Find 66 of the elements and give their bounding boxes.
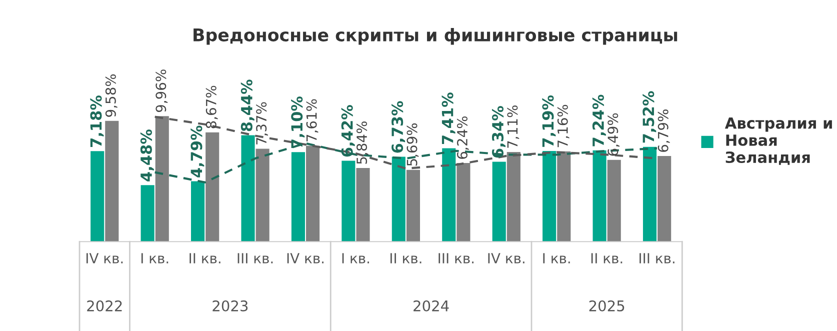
data-label: 7,37% <box>256 102 268 144</box>
bar <box>607 160 621 242</box>
bar <box>90 151 104 242</box>
bar <box>356 168 370 242</box>
bar <box>557 151 571 242</box>
bar <box>406 170 420 242</box>
data-label: 8,44% <box>240 80 254 132</box>
data-label: 7,10% <box>291 96 305 148</box>
data-label: 9,58% <box>105 74 118 117</box>
x-tick-label: III кв. <box>238 253 273 264</box>
x-tick-label: IV кв. <box>287 253 324 264</box>
x-tick-label: III кв. <box>438 253 474 264</box>
data-label: 5,69% <box>406 123 419 166</box>
bar <box>506 152 520 242</box>
data-label: 6,73% <box>392 101 406 153</box>
data-label: 7,19% <box>542 95 556 147</box>
bar <box>241 135 255 242</box>
legend-label: Австралия и Новая Зеландия <box>724 117 832 165</box>
data-label: 6,49% <box>608 113 620 156</box>
bar <box>306 146 320 242</box>
data-label: 7,18% <box>90 95 104 147</box>
x-tick-label: II кв. <box>591 253 622 264</box>
text: 2022 <box>87 300 122 312</box>
text: 2023 <box>212 300 248 312</box>
bar <box>492 162 506 242</box>
text: 2024 <box>414 300 449 312</box>
x-tick-label: IV кв. <box>488 253 524 264</box>
data-label: 6,42% <box>341 105 355 157</box>
x-tick-label: I кв. <box>141 253 168 264</box>
bar <box>206 132 220 242</box>
bar <box>592 150 606 242</box>
data-label: 7,24% <box>592 94 606 146</box>
x-tick-label: II кв. <box>190 253 220 264</box>
data-label: 9,96% <box>156 70 168 112</box>
data-label: 4,79% <box>190 126 204 178</box>
bar <box>542 150 556 242</box>
x-tick-label: III кв. <box>640 253 674 264</box>
bar <box>642 146 657 242</box>
x-tick-label: I кв. <box>342 253 369 264</box>
data-label: 5,84% <box>356 122 368 164</box>
bar <box>392 156 406 242</box>
data-label: 4,48% <box>140 129 154 182</box>
bar <box>191 181 205 242</box>
data-label: 7,41% <box>442 92 456 144</box>
chart-title: Вредоносные скрипты и фишинговые страницы <box>194 28 678 45</box>
bar <box>658 156 672 242</box>
data-label: 7,61% <box>306 99 318 142</box>
x-tick-label: IV кв. <box>86 253 123 264</box>
data-label: 6,79% <box>658 110 670 152</box>
x-tick-label: II кв. <box>390 253 422 264</box>
text: 2025 <box>589 300 624 312</box>
data-label: 6,24% <box>456 116 469 159</box>
data-label: 6,34% <box>492 106 506 158</box>
x-tick-label: I кв. <box>543 253 570 264</box>
bar <box>291 152 306 242</box>
data-label: 8,67% <box>206 86 218 128</box>
bar <box>155 116 169 242</box>
bar <box>456 162 470 242</box>
bar <box>140 185 154 242</box>
bar <box>442 148 456 242</box>
data-label: 7,52% <box>642 91 656 143</box>
data-label: 7,16% <box>557 104 570 148</box>
bar <box>342 160 356 242</box>
bar <box>256 148 270 242</box>
bar <box>105 120 119 242</box>
data-label: 7,11% <box>507 106 520 148</box>
